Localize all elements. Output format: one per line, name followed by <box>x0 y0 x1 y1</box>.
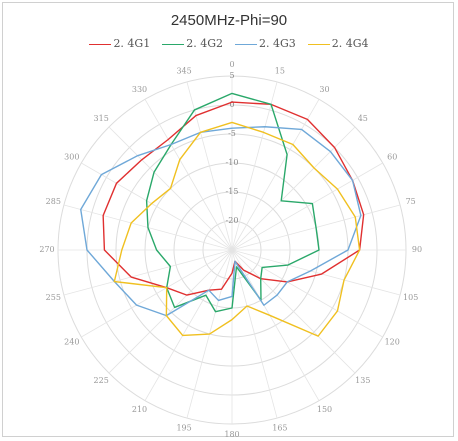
angle-tick-label: 165 <box>272 424 287 433</box>
angle-tick-label: 0 <box>229 60 234 69</box>
legend-swatch <box>235 43 257 45</box>
radial-tick-label: -10 <box>226 158 239 167</box>
grid-spoke <box>231 249 278 419</box>
grid-spoke <box>81 249 233 338</box>
legend-label: 2. 4G1 <box>113 37 151 50</box>
chart-legend: 2. 4G1 2. 4G2 2. 4G3 2. 4G4 <box>0 37 458 50</box>
legend-item: 2. 4G4 <box>307 37 369 50</box>
grid-spoke <box>231 81 278 251</box>
grid-spoke <box>144 249 233 401</box>
angle-tick-label: 105 <box>403 293 418 302</box>
legend-swatch <box>162 43 185 45</box>
legend-item: 2. 4G1 <box>89 37 150 50</box>
angle-tick-label: 120 <box>385 338 400 347</box>
angle-tick-label: 300 <box>64 153 79 162</box>
series-line-3 <box>80 126 362 317</box>
grid-spoke <box>231 99 320 251</box>
grid-spoke <box>108 249 233 374</box>
radial-tick-label: -5 <box>228 129 236 138</box>
legend-label: 2. 4G2 <box>186 37 223 50</box>
series-group <box>80 92 365 337</box>
series-line-2 <box>145 92 320 313</box>
legend-swatch <box>89 43 112 45</box>
angle-tick-label: 30 <box>319 85 329 94</box>
angle-tick-label: 45 <box>358 114 368 123</box>
radial-tick-label: -15 <box>226 187 239 196</box>
legend-item: 2. 4G3 <box>235 37 296 50</box>
grid-spoke <box>231 249 383 338</box>
angle-labels: 0 15 30 45 60 75 90 105 120 135 150 165 180 195 210 225… <box>39 60 422 439</box>
angle-tick-label: 255 <box>46 293 61 302</box>
radial-tick-label: 5 <box>229 71 234 80</box>
angle-tick-label: 225 <box>94 376 109 385</box>
series-line-4 <box>113 121 361 337</box>
radial-tick-label: -20 <box>226 216 239 225</box>
angle-tick-label: 315 <box>94 114 109 123</box>
legend-label: 2. 4G3 <box>259 37 296 50</box>
legend-label: 2. 4G4 <box>331 37 369 50</box>
angle-tick-label: 285 <box>46 197 61 206</box>
grid-spoke <box>231 162 383 251</box>
grid-spoke <box>231 249 320 401</box>
angle-tick-label: 345 <box>176 66 191 75</box>
radial-tick-label: 0 <box>229 100 234 109</box>
grid-spoke <box>231 249 356 374</box>
angle-tick-label: 150 <box>317 405 332 414</box>
angle-tick-label: 270 <box>39 245 54 254</box>
grid-spoke <box>81 162 233 251</box>
angle-tick-label: 210 <box>132 405 147 414</box>
legend-item: 2. 4G2 <box>162 37 223 50</box>
angle-tick-label: 330 <box>132 85 147 94</box>
grid-spoke <box>63 249 233 296</box>
grid-spokes <box>58 76 406 424</box>
angle-tick-label: 135 <box>355 376 370 385</box>
angle-tick-label: 60 <box>387 153 397 162</box>
angle-tick-label: 90 <box>412 245 422 254</box>
grid-spoke <box>231 249 401 296</box>
angle-tick-label: 180 <box>224 430 239 439</box>
angle-tick-label: 240 <box>64 338 79 347</box>
chart-title: 2450MHz-Phi=90 <box>170 12 288 29</box>
radial-labels: 5 0 -5 -10 -15 -20 <box>226 71 239 225</box>
legend-swatch <box>307 43 330 45</box>
grid-spoke <box>144 99 233 251</box>
angle-tick-label: 195 <box>176 424 191 433</box>
chart-frame <box>2 2 454 437</box>
angle-tick-label: 15 <box>275 66 285 75</box>
angle-tick-label: 75 <box>406 197 416 206</box>
